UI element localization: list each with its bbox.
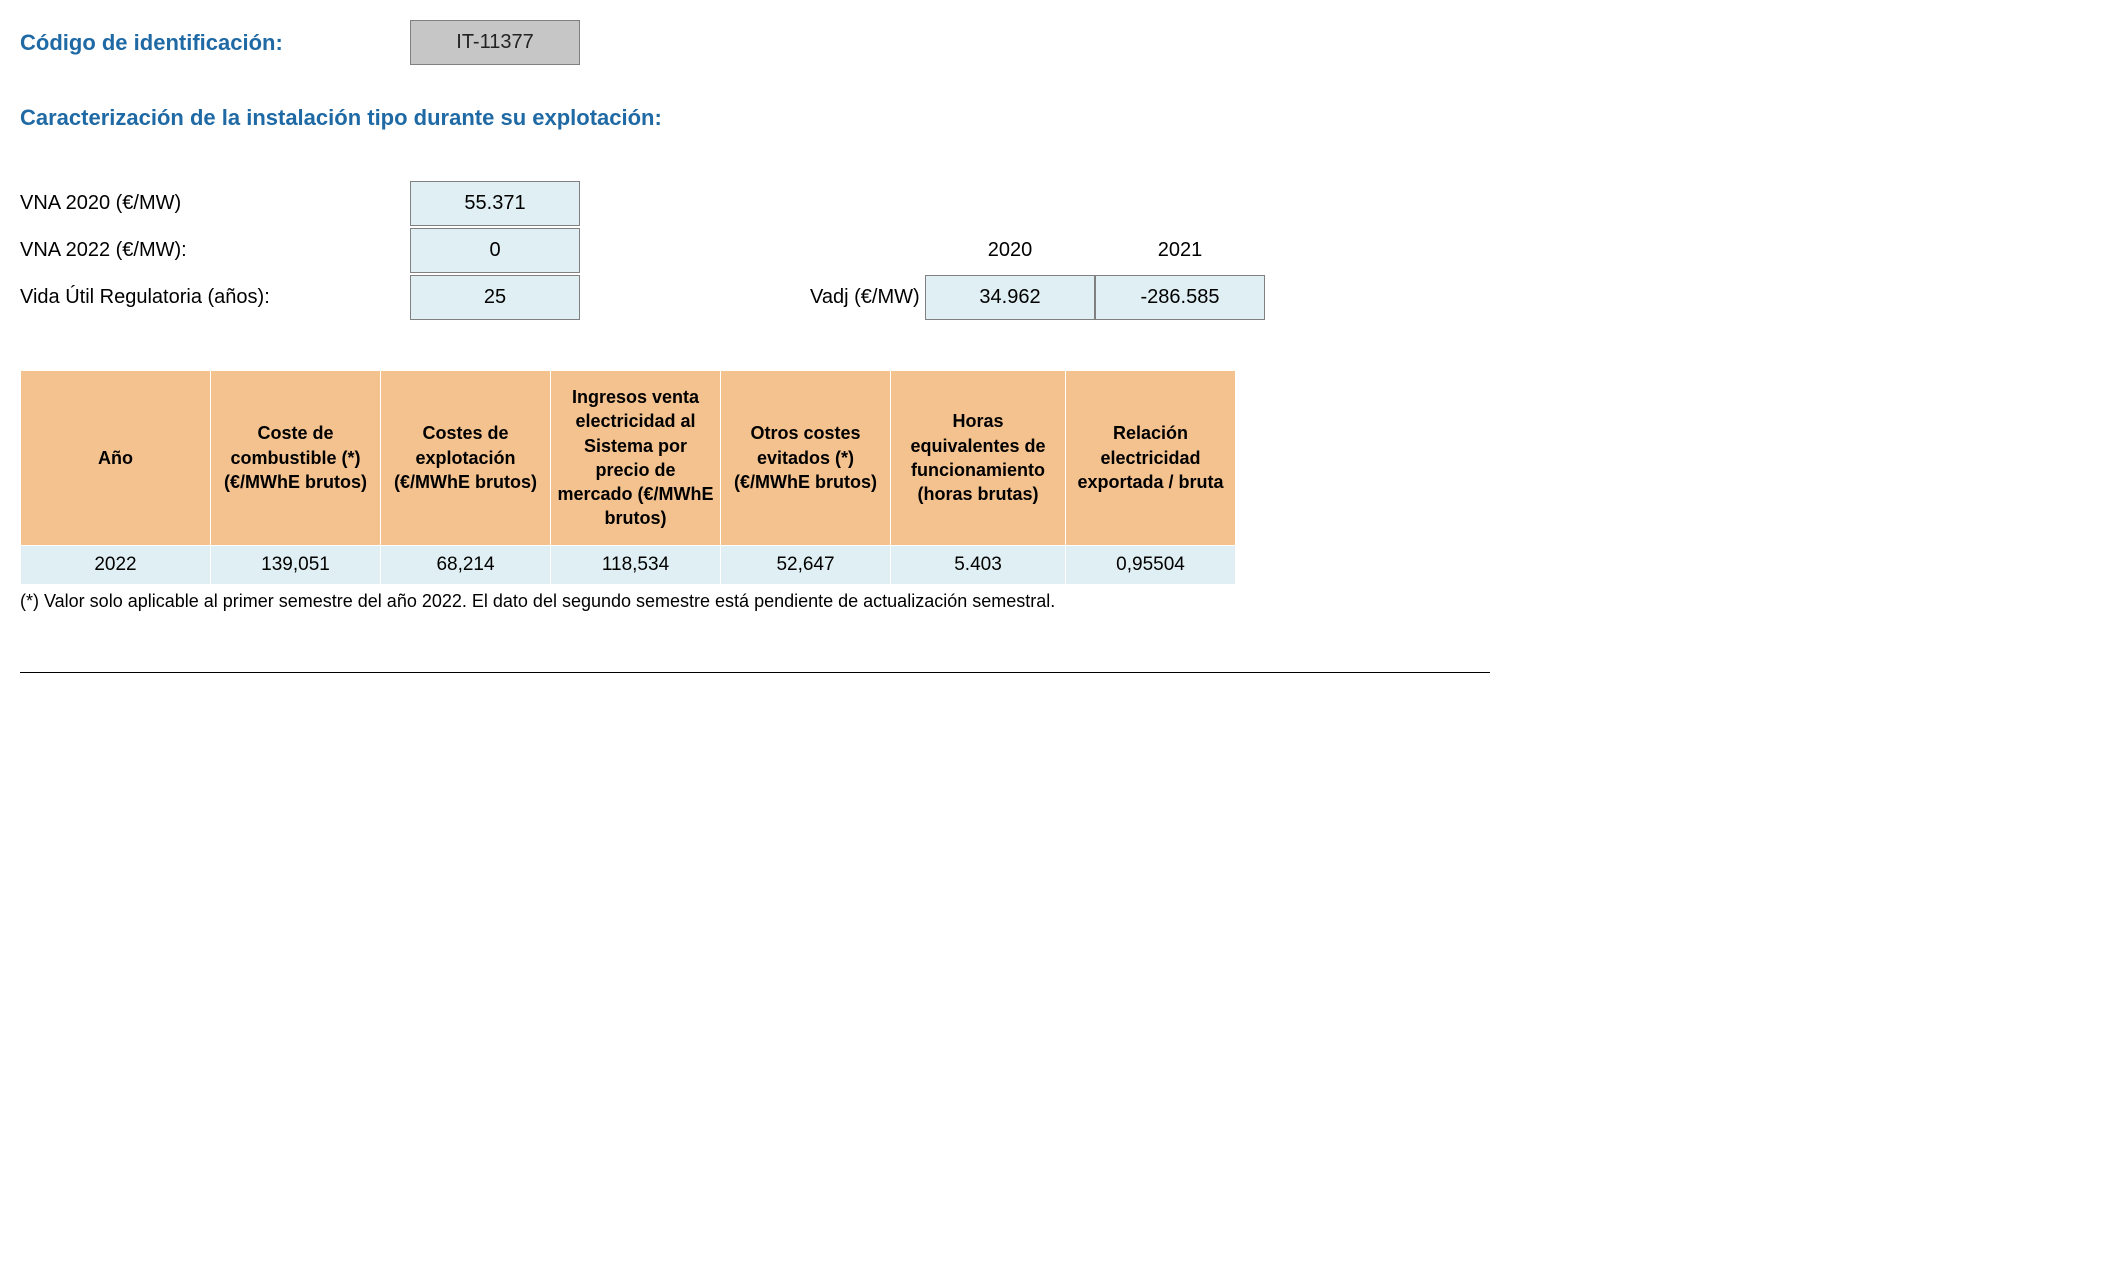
table-header-3: Ingresos venta electricidad al Sistema p… <box>551 371 721 546</box>
section-subtitle: Caracterización de la instalación tipo d… <box>20 105 1490 131</box>
divider <box>20 672 1490 673</box>
table-header-0: Año <box>21 371 211 546</box>
vida-util-value: 25 <box>410 275 580 320</box>
table-cell: 68,214 <box>381 545 551 584</box>
table-cell: 118,534 <box>551 545 721 584</box>
vadj-year-0: 2020 <box>925 233 1095 268</box>
footnote: (*) Valor solo aplicable al primer semes… <box>20 591 1490 612</box>
vadj-value-0: 34.962 <box>925 275 1095 320</box>
vadj-year-1: 2021 <box>1095 233 1265 268</box>
table-row: 2022139,05168,214118,53452,6475.4030,955… <box>21 545 1236 584</box>
table-cell: 0,95504 <box>1066 545 1236 584</box>
table-header-1: Coste de combustible (*) (€/MWhE brutos) <box>211 371 381 546</box>
table-cell: 5.403 <box>891 545 1066 584</box>
table-cell: 52,647 <box>721 545 891 584</box>
vadj-value-1: -286.585 <box>1095 275 1265 320</box>
data-table: AñoCoste de combustible (*) (€/MWhE brut… <box>20 370 1236 585</box>
table-cell: 2022 <box>21 545 211 584</box>
table-header-6: Relación electricidad exportada / bruta <box>1066 371 1236 546</box>
vna2020-value: 55.371 <box>410 181 580 226</box>
vna2022-value: 0 <box>410 228 580 273</box>
vida-util-label: Vida Útil Regulatoria (años): <box>20 282 410 313</box>
table-header-5: Horas equivalentes de funcionamiento (ho… <box>891 371 1066 546</box>
table-cell: 139,051 <box>211 545 381 584</box>
vadj-label: Vadj (€/MW) <box>810 286 925 309</box>
vna2022-label: VNA 2022 (€/MW): <box>20 235 410 266</box>
table-header-2: Costes de explotación (€/MWhE brutos) <box>381 371 551 546</box>
table-header-4: Otros costes evitados (*) (€/MWhE brutos… <box>721 371 891 546</box>
id-label: Código de identificación: <box>20 30 410 56</box>
vna2020-label: VNA 2020 (€/MW) <box>20 188 410 219</box>
id-value-box: IT-11377 <box>410 20 580 65</box>
